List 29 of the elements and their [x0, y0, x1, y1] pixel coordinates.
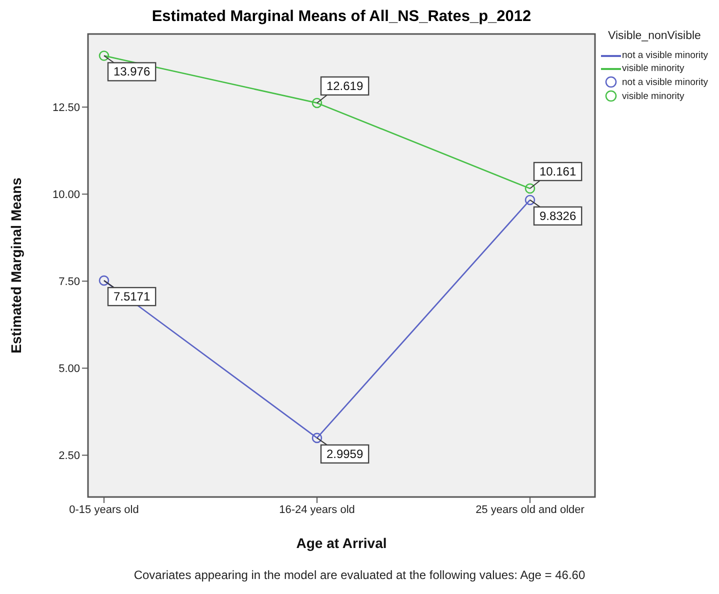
y-tick-label: 5.00: [58, 363, 80, 376]
y-tick-label: 12.50: [52, 102, 80, 114]
data-label: 13.976: [113, 64, 150, 79]
y-axis-title: Estimated Marginal Means: [8, 177, 24, 354]
y-tick-label: 2.50: [58, 450, 80, 462]
point: [524, 183, 536, 194]
point: [524, 194, 536, 206]
chart-title: Estimated Marginal Means of All_NS_Rates_p_2012: [150, 8, 532, 26]
legend-label: visible minority: [622, 62, 684, 75]
legend-title: Visible_nonVisible: [608, 30, 702, 43]
x-tick-label: 16-24 years old: [279, 504, 355, 516]
data-label: 12.619: [326, 78, 364, 93]
y-tick-label: 7.50: [58, 276, 80, 288]
point: [98, 275, 110, 286]
text: Covariates appearing in the model are evaluated at the following values: Age = 46.60: [132, 568, 586, 582]
point: [312, 432, 322, 444]
point: [98, 50, 110, 61]
x-tick-label: 0-15 years old: [69, 504, 139, 516]
data-label: 9.8326: [539, 208, 576, 223]
data-label: 2.9959: [326, 446, 364, 461]
data-label: 10.161: [539, 164, 576, 179]
data-label: 7.5171: [113, 290, 150, 304]
x-tick-label: 25 years old and older: [476, 504, 585, 516]
text: visible minority: [622, 90, 684, 102]
legend-label: not a visible minority: [622, 76, 708, 88]
x-axis-title: Age at Arrival: [296, 535, 387, 551]
y-tick-label: 10.00: [52, 189, 80, 202]
text: not a visible minority: [622, 50, 708, 61]
point: [312, 98, 322, 108]
